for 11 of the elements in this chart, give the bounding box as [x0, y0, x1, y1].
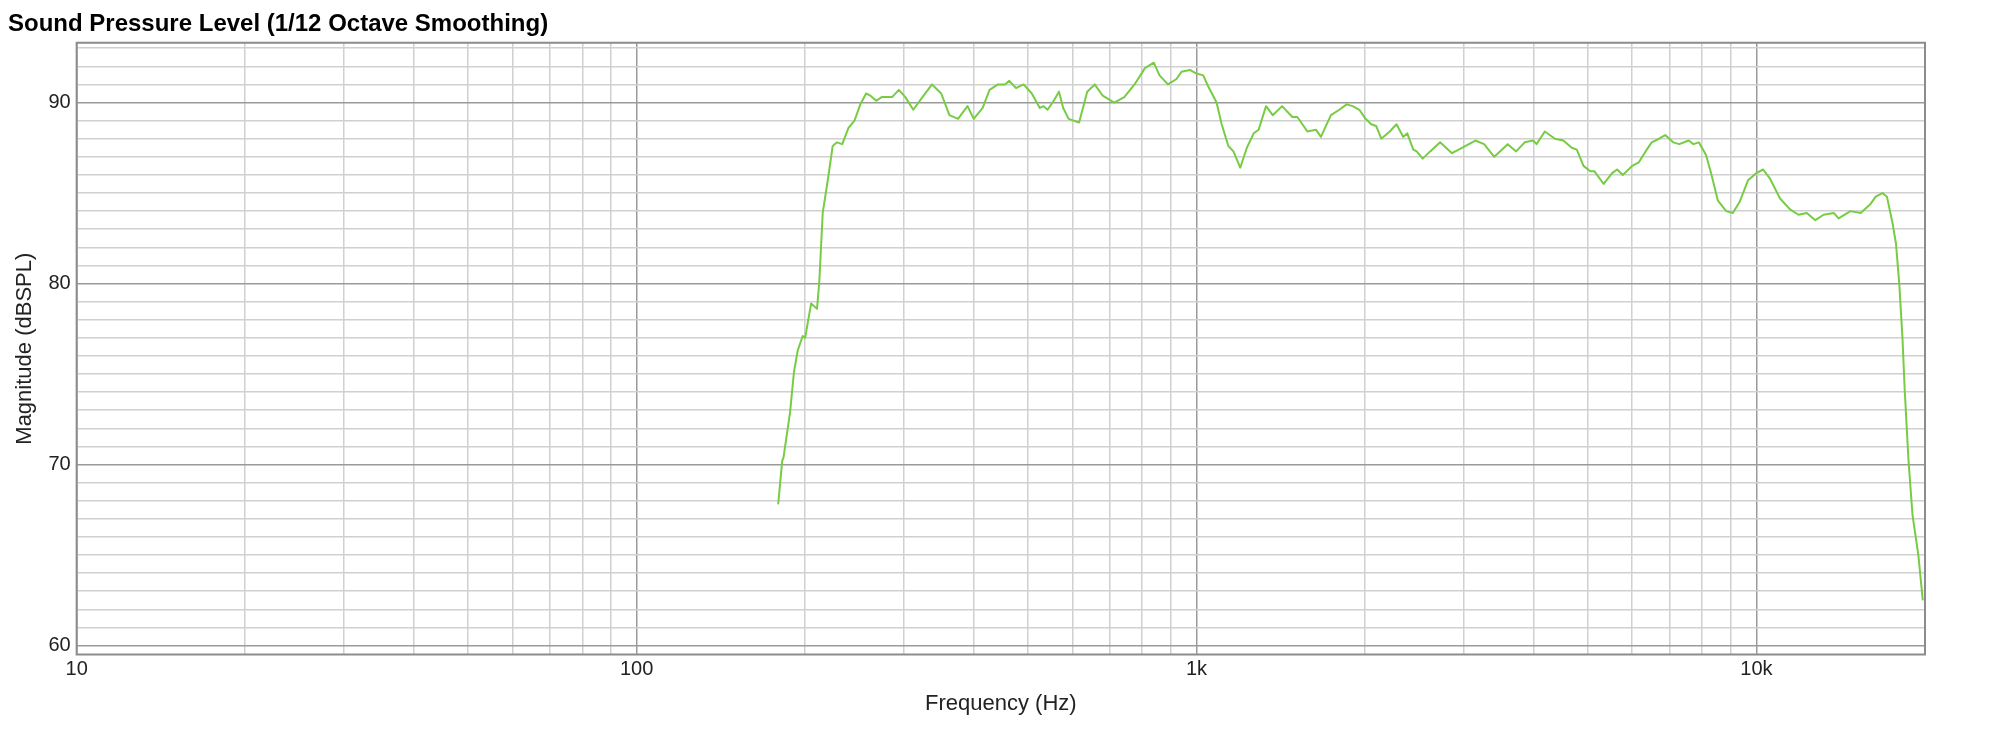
x-axis-title: Frequency (Hz) [925, 689, 1077, 715]
y-axis-title: Magnitude (dBSPL) [11, 252, 37, 445]
x-tick-label: 10k [1740, 657, 1774, 680]
x-tick-label: 10 [65, 657, 88, 680]
y-tick-label: 80 [48, 271, 71, 294]
chart-title: Sound Pressure Level (1/12 Octave Smoothing) [8, 9, 549, 37]
y-tick-label: 90 [48, 90, 71, 113]
y-tick-label: 60 [48, 633, 71, 656]
y-tick-label: 70 [48, 452, 71, 475]
x-tick-label: 1k [1185, 657, 1209, 680]
x-tick-label: 100 [619, 657, 654, 680]
